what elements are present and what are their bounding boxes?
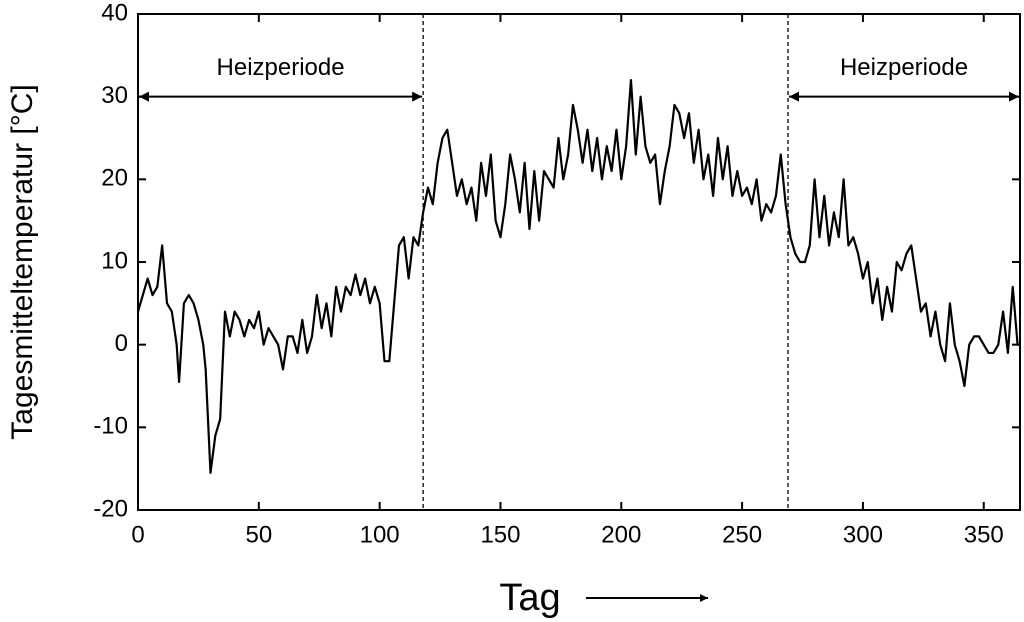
annotation: Heizperiode	[217, 54, 345, 81]
plot-frame	[137, 13, 1021, 511]
x-tick-label: 150	[480, 521, 520, 548]
y-tick-label: -10	[93, 413, 128, 440]
x-tick-label: 350	[964, 521, 1004, 548]
x-axis-label: Tag	[499, 577, 560, 619]
y-tick-label: -20	[93, 495, 128, 522]
temperature-line	[136, 79, 1020, 474]
y-tick-label: 10	[101, 247, 128, 274]
x-tick-label: 0	[131, 521, 144, 548]
y-tick-label: 20	[101, 165, 128, 192]
y-tick-label: 0	[115, 330, 128, 357]
x-tick-label: 250	[722, 521, 762, 548]
y-tick-label: 40	[101, 0, 128, 26]
x-tick-label: 50	[245, 521, 272, 548]
x-tick-label: 300	[843, 521, 883, 548]
x-tick-label: 100	[360, 521, 400, 548]
y-tick-label: 30	[101, 82, 128, 109]
annotation: Heizperiode	[840, 54, 968, 81]
x-tick-label: 200	[601, 521, 641, 548]
y-axis-label: Tagesmitteltemperatur [°C]	[6, 84, 39, 439]
